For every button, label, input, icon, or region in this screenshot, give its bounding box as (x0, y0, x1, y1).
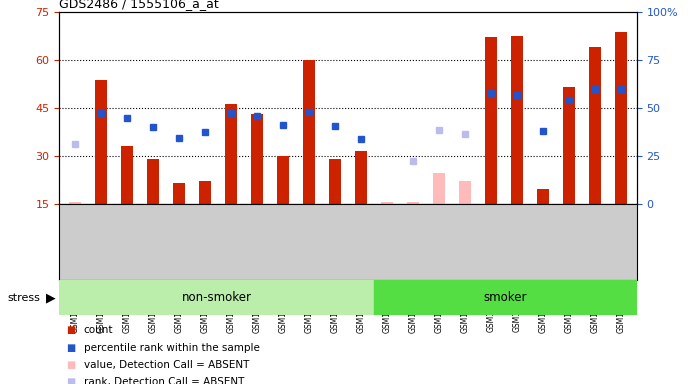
Bar (303, 60, 315, 204)
Text: percentile rank within the sample: percentile rank within the sample (84, 343, 260, 353)
Bar (173, 183, 184, 204)
Text: value, Detection Call = ABSENT: value, Detection Call = ABSENT (84, 360, 249, 370)
Text: ▶: ▶ (46, 291, 56, 304)
Bar (381, 202, 393, 204)
Bar (590, 47, 601, 204)
Text: ■: ■ (66, 377, 75, 384)
Text: ■: ■ (66, 360, 75, 370)
Bar (225, 104, 237, 204)
Bar (59, 280, 374, 315)
Text: smoker: smoker (484, 291, 528, 304)
Bar (537, 189, 549, 204)
Bar (459, 181, 471, 204)
Bar (95, 80, 106, 204)
Bar (329, 159, 341, 204)
Text: GDS2486 / 1555106_a_at: GDS2486 / 1555106_a_at (59, 0, 219, 10)
Bar (251, 114, 263, 204)
Bar (407, 202, 419, 204)
Bar (277, 156, 289, 204)
Bar (355, 151, 367, 204)
Bar (374, 280, 637, 315)
Text: ■: ■ (66, 325, 75, 335)
Text: ■: ■ (66, 343, 75, 353)
Bar (121, 146, 133, 204)
Bar (563, 87, 575, 204)
Bar (199, 181, 211, 204)
Bar (615, 32, 627, 204)
Bar (147, 159, 159, 204)
Text: stress: stress (7, 293, 40, 303)
Bar (69, 202, 81, 204)
Text: count: count (84, 325, 113, 335)
Text: non-smoker: non-smoker (182, 291, 252, 304)
Bar (485, 37, 497, 204)
Text: rank, Detection Call = ABSENT: rank, Detection Call = ABSENT (84, 377, 244, 384)
Bar (433, 173, 445, 204)
Bar (512, 36, 523, 204)
